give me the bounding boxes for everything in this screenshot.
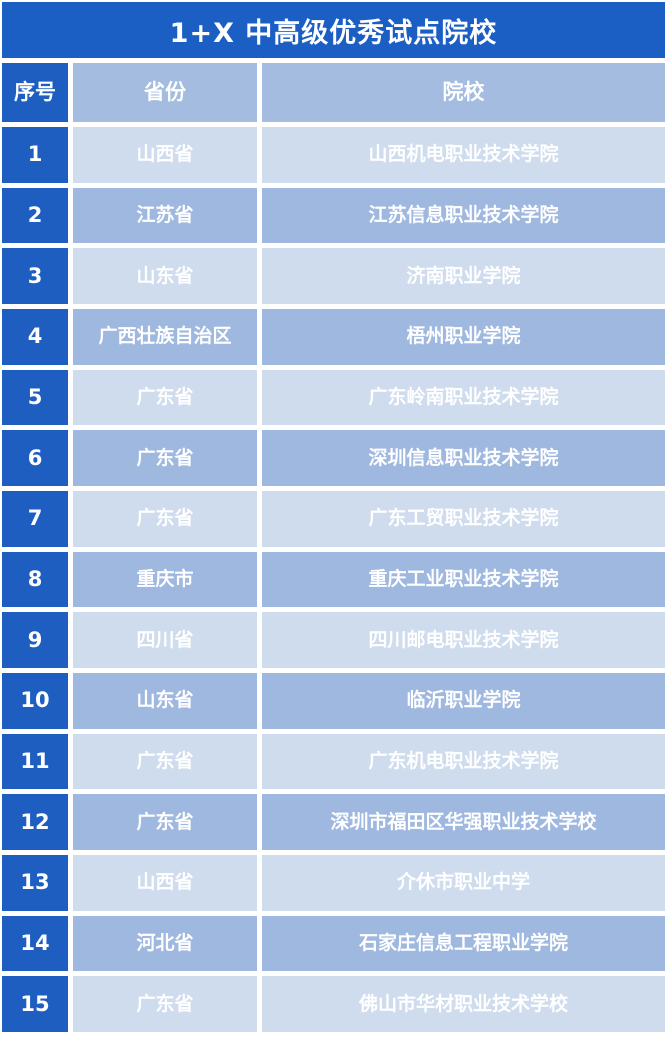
row-province-cell: 山西省 — [73, 127, 257, 183]
row-school-cell: 山西机电职业技术学院 — [262, 127, 665, 183]
row-province-cell: 广东省 — [73, 976, 257, 1032]
row-province-cell: 山东省 — [73, 248, 257, 304]
row-school-cell: 石家庄信息工程职业学院 — [262, 915, 665, 972]
row-school-cell: 介休市职业中学 — [262, 855, 665, 911]
column-header-province: 省份 — [73, 63, 257, 122]
row-school-cell: 佛山市华材职业技术学校 — [262, 976, 665, 1032]
column-header-school: 院校 — [262, 63, 665, 122]
row-index-cell: 14 — [2, 915, 68, 972]
row-index-cell: 9 — [2, 612, 68, 668]
row-school-cell: 梧州职业学院 — [262, 309, 665, 365]
row-school-cell: 重庆工业职业技术学院 — [262, 551, 665, 608]
row-school-cell: 临沂职业学院 — [262, 673, 665, 729]
row-index-cell: 8 — [2, 551, 68, 608]
row-index-cell: 6 — [2, 430, 68, 486]
row-school-cell: 济南职业学院 — [262, 248, 665, 304]
row-province-cell: 四川省 — [73, 612, 257, 668]
row-school-cell: 广东工贸职业技术学院 — [262, 491, 665, 547]
row-index-cell: 2 — [2, 187, 68, 244]
row-school-cell: 广东机电职业技术学院 — [262, 733, 665, 790]
row-index-cell: 15 — [2, 976, 68, 1032]
row-province-cell: 广东省 — [73, 491, 257, 547]
row-province-cell: 广西壮族自治区 — [73, 309, 257, 365]
row-index-cell: 10 — [2, 673, 68, 729]
row-province-cell: 江苏省 — [73, 187, 257, 244]
row-index-cell: 12 — [2, 794, 68, 850]
row-province-cell: 重庆市 — [73, 551, 257, 608]
column-header-index: 序号 — [2, 63, 68, 122]
row-index-cell: 3 — [2, 248, 68, 304]
row-province-cell: 广东省 — [73, 733, 257, 790]
row-province-cell: 广东省 — [73, 430, 257, 486]
row-school-cell: 深圳信息职业技术学院 — [262, 430, 665, 486]
row-index-cell: 13 — [2, 855, 68, 911]
row-index-cell: 1 — [2, 127, 68, 183]
row-index-cell: 11 — [2, 733, 68, 790]
row-province-cell: 山东省 — [73, 673, 257, 729]
row-index-cell: 7 — [2, 491, 68, 547]
row-index-cell: 5 — [2, 369, 68, 426]
row-province-cell: 山西省 — [73, 855, 257, 911]
row-province-cell: 广东省 — [73, 369, 257, 426]
table-title: 1+X 中高级优秀试点院校 — [2, 2, 665, 58]
row-school-cell: 江苏信息职业技术学院 — [262, 187, 665, 244]
table-grid: 序号 省份 院校 1 山西省 山西机电职业技术学院 2 江苏省 江苏信息职业技术… — [2, 63, 665, 1032]
row-school-cell: 广东岭南职业技术学院 — [262, 369, 665, 426]
row-province-cell: 广东省 — [73, 794, 257, 850]
row-school-cell: 深圳市福田区华强职业技术学校 — [262, 794, 665, 850]
row-province-cell: 河北省 — [73, 915, 257, 972]
row-index-cell: 4 — [2, 309, 68, 365]
row-school-cell: 四川邮电职业技术学院 — [262, 612, 665, 668]
